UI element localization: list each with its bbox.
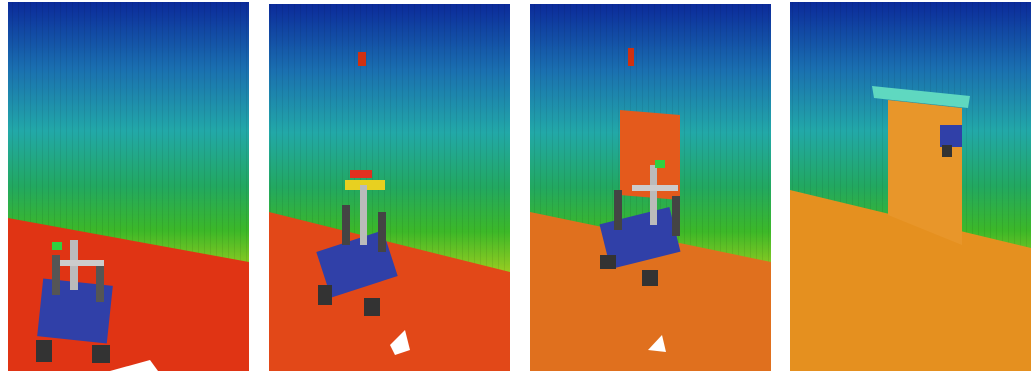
panel-1 [8,2,249,371]
robot-wheel [942,145,952,157]
marker [358,52,366,66]
figure [0,0,1031,373]
panel-2 [269,4,510,371]
marker [628,48,634,66]
page [0,0,1031,373]
robot [940,125,962,147]
panel-4 [790,2,1031,371]
panel-3 [530,4,771,371]
